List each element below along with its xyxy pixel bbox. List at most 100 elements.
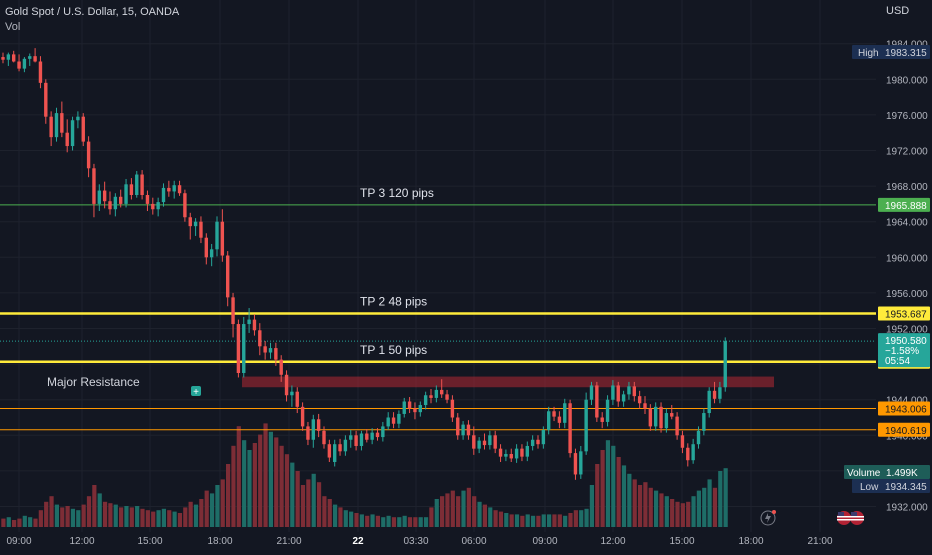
candle-body <box>712 390 717 399</box>
volume-bar <box>632 479 637 527</box>
volume-bar <box>589 485 594 527</box>
volume-bar <box>498 511 504 527</box>
candle-body <box>113 196 118 210</box>
plus-icon[interactable]: + <box>193 387 199 398</box>
volume-bar <box>670 499 675 527</box>
level-price-badge-text: 1943.006 <box>885 405 927 416</box>
price-tick-label: 1964.000 <box>886 218 928 229</box>
candle-body <box>381 426 385 438</box>
candle-body <box>70 120 75 147</box>
candle-body <box>306 426 310 440</box>
zone-layer: Major Resistance <box>47 375 774 389</box>
candle-body <box>327 444 332 458</box>
volume-bar <box>204 490 209 527</box>
candle-body <box>6 54 11 60</box>
candle-body <box>124 184 128 204</box>
candle-body <box>204 237 208 258</box>
candle-body <box>151 203 155 210</box>
volume-bar <box>611 445 616 527</box>
volume-bar <box>482 504 487 527</box>
volume-bar <box>541 514 546 527</box>
us-flag-icon[interactable] <box>837 511 851 525</box>
candle-body <box>461 424 465 436</box>
volume-bar <box>263 423 268 527</box>
add-drawing-button[interactable]: + <box>191 386 201 398</box>
time-tick-label: 03:30 <box>403 536 428 547</box>
candle-body <box>552 411 556 417</box>
candle-body <box>167 187 171 192</box>
candle-body <box>718 387 722 399</box>
replay-button[interactable] <box>760 510 776 526</box>
candle-body <box>343 439 348 452</box>
price-tick-label: 1944.000 <box>886 396 928 407</box>
volume-bar <box>418 517 423 527</box>
volume-bar <box>124 506 129 527</box>
candle-body <box>589 385 594 400</box>
volume-bar <box>702 487 707 527</box>
time-tick-label: 22 <box>352 536 364 547</box>
time-tick-label: 06:00 <box>461 536 486 547</box>
volume-bar <box>712 487 718 527</box>
volume-bar <box>177 513 183 527</box>
volume-bar <box>584 508 589 527</box>
candle-body <box>413 408 417 413</box>
candle-body <box>188 217 192 227</box>
lightning-icon[interactable] <box>760 510 776 526</box>
candle-body <box>28 56 32 59</box>
volume-bar <box>33 518 38 527</box>
volume-bar <box>616 457 621 527</box>
price-tick-label: 1952.000 <box>886 325 928 336</box>
candle-body <box>707 390 711 414</box>
volume-bar <box>81 504 86 527</box>
high-label: High <box>858 48 879 59</box>
candle-body <box>509 453 513 459</box>
candle-body <box>290 391 294 396</box>
price-change-text: −1.58% <box>885 346 919 357</box>
volume-bar <box>723 468 728 527</box>
volume-bar <box>322 496 327 527</box>
level-price-badge-text: 1965.888 <box>885 201 927 212</box>
volume-value: 1.499K <box>886 468 918 479</box>
volume-bar <box>557 514 562 527</box>
candle-body <box>311 419 315 440</box>
candle-body <box>242 324 246 373</box>
candle-body <box>675 416 679 436</box>
candle-body <box>97 190 101 204</box>
candle-body <box>429 395 433 398</box>
candle-body <box>17 61 21 69</box>
level-label: TP 3 120 pips <box>360 186 434 200</box>
volume-bar <box>316 482 322 527</box>
current-price-badge <box>878 333 930 368</box>
high-value: 1983.315 <box>885 48 927 59</box>
volume-bar <box>696 490 701 527</box>
volume-bar <box>54 504 59 527</box>
candle-body <box>648 408 653 427</box>
currency-label: USD <box>886 5 909 17</box>
candle-body <box>338 444 342 452</box>
volume-bar <box>637 485 643 527</box>
candle-body <box>686 447 690 461</box>
price-tick-label: 1980.000 <box>886 75 928 86</box>
level-price-badge <box>878 422 930 437</box>
time-tick-label: 18:00 <box>207 536 232 547</box>
us-flag-icon[interactable] <box>850 511 864 525</box>
candle-body <box>664 413 669 429</box>
volume-bar <box>381 517 386 527</box>
candle-body <box>102 190 107 202</box>
candle-body <box>108 201 112 210</box>
volume-bar <box>659 493 664 527</box>
volume-bars <box>1 423 728 527</box>
plus-icon-box[interactable] <box>191 386 201 396</box>
candle-body <box>670 413 674 417</box>
volume-bar <box>76 510 81 527</box>
volume-bar <box>290 462 295 527</box>
candle-body <box>456 417 460 436</box>
volume-bar <box>108 503 113 527</box>
candle-body <box>177 185 182 194</box>
volume-bar <box>6 517 11 527</box>
candle-body <box>1 57 5 60</box>
volume-bar <box>429 507 434 527</box>
volume-bar <box>193 504 199 527</box>
